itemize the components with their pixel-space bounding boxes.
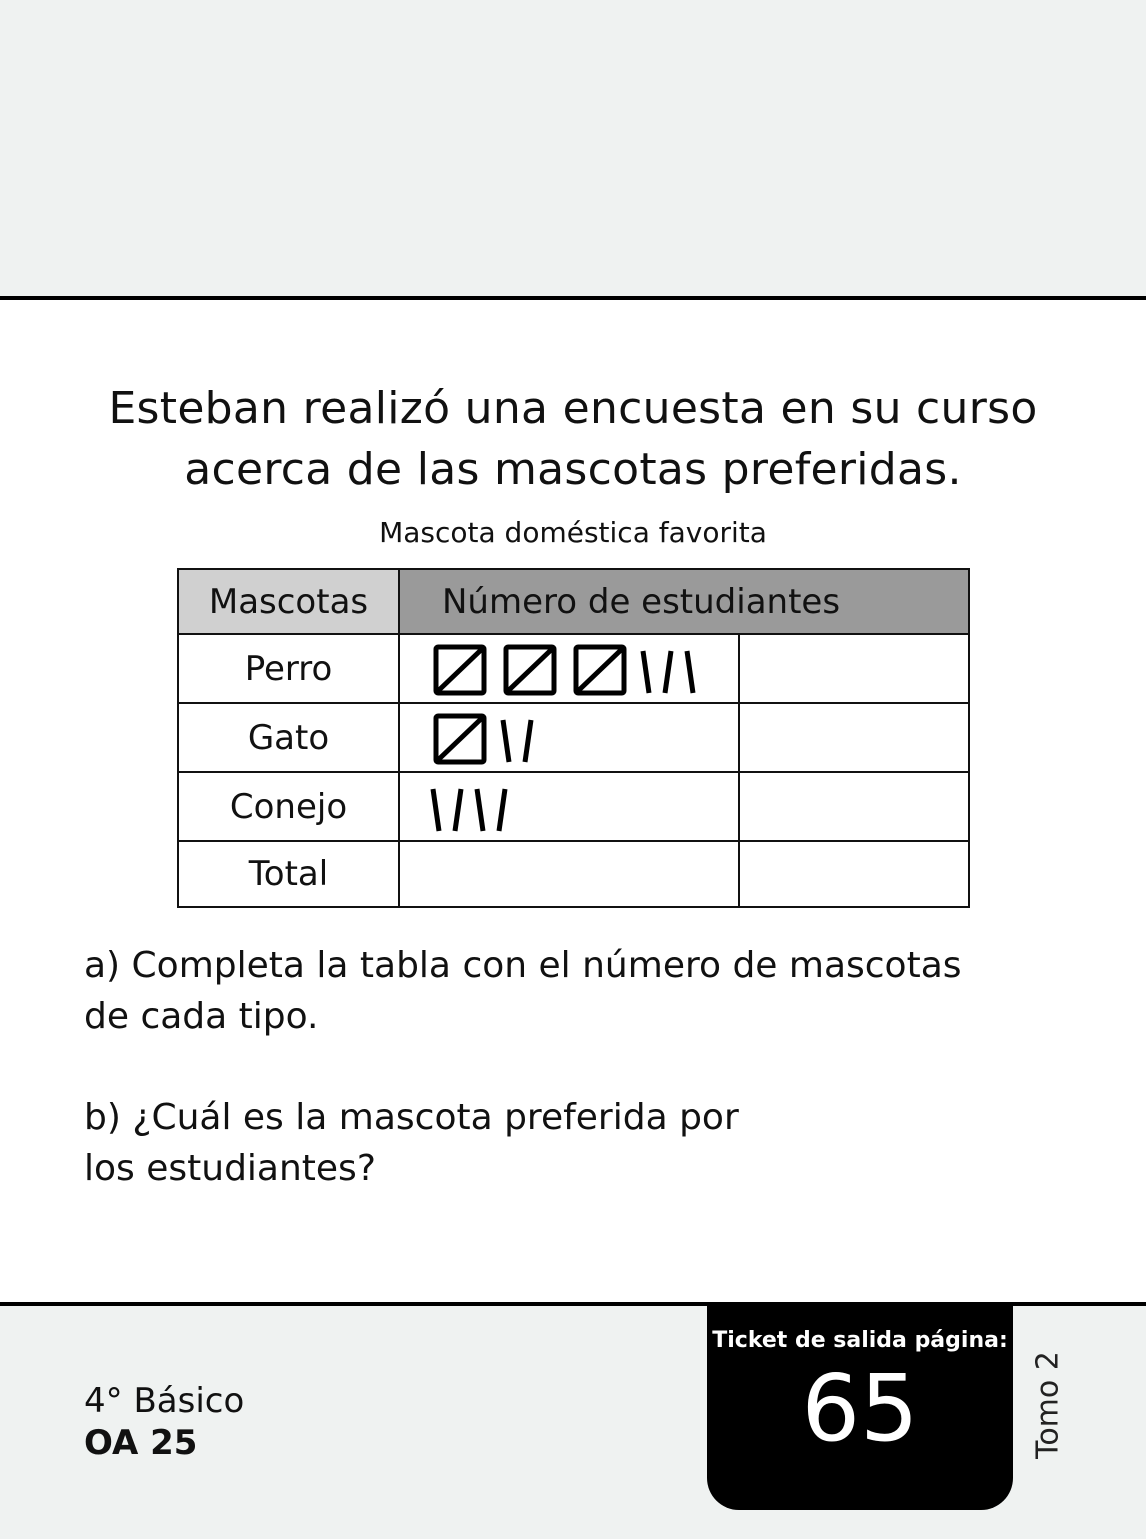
tally-mark [640, 650, 652, 694]
grade-level: 4° Básico [84, 1381, 245, 1421]
tally-cell [398, 771, 740, 842]
answer-cell[interactable] [738, 633, 970, 704]
header-mascotas: Mascotas [177, 568, 400, 635]
tally-mark [430, 788, 442, 832]
answer-cell[interactable] [738, 702, 970, 773]
total-cell[interactable] [398, 840, 740, 908]
learning-objective: OA 25 [84, 1423, 198, 1463]
tally-group-box [433, 713, 487, 765]
tally-group-box [433, 644, 487, 696]
tally-cell [398, 702, 740, 773]
tally-marks [430, 788, 508, 832]
table-row: Conejo [177, 771, 970, 842]
row-label: Gato [177, 702, 400, 773]
tally-mark [522, 719, 534, 763]
question-a-line-2: de cada tipo. [84, 996, 319, 1037]
header-numero-estudiantes: Número de estudiantes [398, 568, 970, 635]
table-row: Perro [177, 633, 970, 704]
exit-ticket-badge: Ticket de salida página: 65 [707, 1306, 1013, 1510]
question-b-line-1: b) ¿Cuál es la mascota preferida por [84, 1097, 739, 1138]
problem-statement: Esteban realizó una encuesta en su curso… [0, 378, 1146, 500]
tally-marks [433, 644, 696, 696]
question-a: a) Completa la tabla con el número de ma… [84, 940, 1044, 1042]
answer-cell[interactable] [738, 840, 970, 908]
tally-mark [474, 788, 486, 832]
grade-info: 4° Básico OA 25 [84, 1380, 244, 1464]
ticket-label: Ticket de salida página: [712, 1328, 1008, 1353]
table-row: Total [177, 840, 970, 908]
table-caption: Mascota doméstica favorita [379, 516, 767, 549]
row-label: Perro [177, 633, 400, 704]
tally-group-slash [436, 647, 484, 693]
problem-line-2: acerca de las mascotas preferidas. [184, 444, 962, 495]
header-band [0, 0, 1146, 300]
question-b-line-2: los estudiantes? [84, 1148, 376, 1189]
question-a-line-1: a) Completa la tabla con el número de ma… [84, 945, 962, 986]
tally-table: Mascotas Número de estudiantes Perro Gat… [177, 568, 970, 908]
tally-mark [500, 719, 512, 763]
tally-group-slash [436, 716, 484, 762]
tally-group-slash [576, 647, 624, 693]
table-header-row: Mascotas Número de estudiantes [177, 568, 970, 635]
answer-cell[interactable] [738, 771, 970, 842]
tally-group-box [503, 644, 557, 696]
question-b: b) ¿Cuál es la mascota preferida por los… [84, 1092, 1044, 1194]
ticket-page-number: 65 [801, 1355, 919, 1462]
tally-group-box [573, 644, 627, 696]
row-label: Conejo [177, 771, 400, 842]
tally-group-slash [506, 647, 554, 693]
table-row: Gato [177, 702, 970, 773]
tally-mark [496, 788, 508, 832]
tally-mark [452, 788, 464, 832]
problem-line-1: Esteban realizó una encuesta en su curso [108, 383, 1038, 434]
row-label: Total [177, 840, 400, 908]
tally-marks [433, 713, 534, 765]
volume-label: Tomo 2 [1030, 1351, 1066, 1459]
tally-mark [662, 650, 674, 694]
tally-mark [684, 650, 696, 694]
tally-cell [398, 633, 740, 704]
